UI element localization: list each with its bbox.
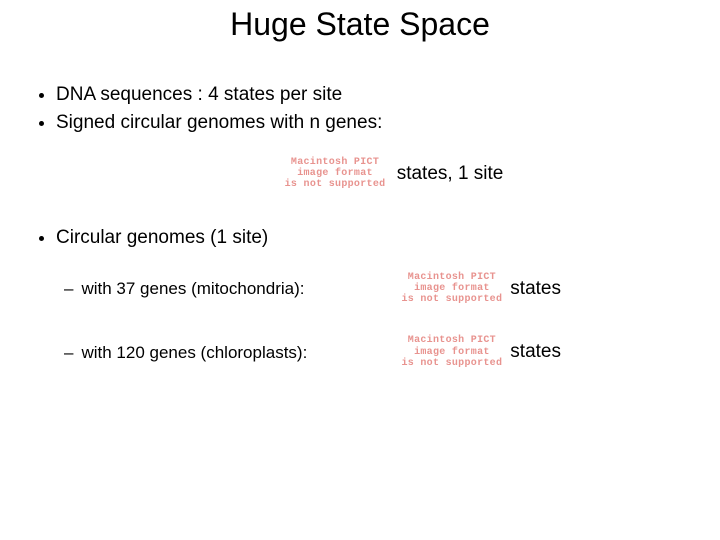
- pict-placeholder-icon: Macintosh PICT image format is not suppo…: [401, 272, 502, 306]
- pict-placeholder-icon: Macintosh PICT image format is not suppo…: [285, 157, 386, 191]
- spacer: [36, 190, 684, 226]
- sub-bullet-list: with 37 genes (mitochondria): Macintosh …: [36, 272, 684, 369]
- sub-bullet-2-tail: states: [510, 340, 561, 364]
- slide-title: Huge State Space: [0, 0, 720, 43]
- pict-placeholder-icon: Macintosh PICT image format is not suppo…: [401, 335, 502, 369]
- slide: Huge State Space DNA sequences : 4 state…: [0, 0, 720, 540]
- sub-row: with 37 genes (mitochondria): Macintosh …: [81, 272, 684, 306]
- states-line-text: states, 1 site: [391, 162, 503, 183]
- sub-bullet-1-label: with 37 genes (mitochondria):: [81, 278, 371, 299]
- states-line: Macintosh PICT image format is not suppo…: [36, 157, 684, 191]
- spacer: [36, 254, 684, 272]
- bullet-list-2: Circular genomes (1 site): [36, 226, 684, 250]
- sub-bullet-1: with 37 genes (mitochondria): Macintosh …: [64, 272, 684, 306]
- bullet-3: Circular genomes (1 site): [56, 226, 684, 250]
- sub-bullet-2-label: with 120 genes (chloroplasts):: [81, 342, 371, 363]
- spacer: [36, 139, 684, 157]
- bullet-1: DNA sequences : 4 states per site: [56, 83, 684, 107]
- bullet-list: DNA sequences : 4 states per site Signed…: [36, 83, 684, 135]
- bullet-2: Signed circular genomes with n genes:: [56, 111, 684, 135]
- slide-body: DNA sequences : 4 states per site Signed…: [0, 83, 720, 369]
- sub-row: with 120 genes (chloroplasts): Macintosh…: [81, 335, 684, 369]
- sub-bullet-1-tail: states: [510, 277, 561, 301]
- sub-bullet-2: with 120 genes (chloroplasts): Macintosh…: [64, 335, 684, 369]
